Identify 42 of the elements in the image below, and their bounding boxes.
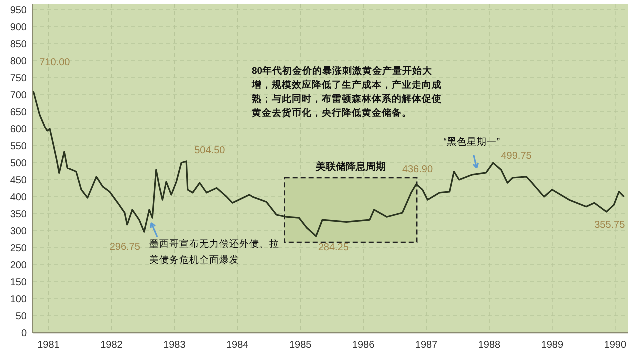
- line-series: [32, 90, 625, 238]
- x-tick-label: 1987: [415, 340, 438, 351]
- annotation: 499.75: [501, 151, 532, 162]
- annotation: 墨西哥宣布无力偿还外债、拉美债务危机全面爆发: [149, 238, 280, 266]
- x-tick-label: 1982: [100, 340, 124, 351]
- y-tick-label: 950: [10, 6, 28, 16]
- x-tick-label: 1989: [541, 340, 564, 351]
- annotation: 710.00: [40, 58, 71, 69]
- y-tick-label: 900: [10, 22, 28, 34]
- annotation: “黑色星期一”: [444, 136, 500, 148]
- y-tick-label: 700: [10, 90, 28, 102]
- y-tick-label: 350: [10, 210, 28, 220]
- y-tick-label: 50: [16, 312, 28, 322]
- annotation: 436.90: [402, 164, 434, 176]
- band-label: 美联储降息周期: [314, 160, 386, 173]
- annotation: 80年代初金价的暴涨刺激黄金产量开始大增，规模效应降低了生产成本，产业走向成熟；与此同时，布雷顿森林体系的解体促使黄金去货币化，央行降低黄金储备。: [251, 65, 442, 119]
- x-tick-label: 1981: [38, 340, 60, 351]
- y-tick-label: 750: [10, 74, 28, 84]
- x-tick-label: 1985: [289, 340, 312, 351]
- y-tick-label: 600: [10, 124, 28, 136]
- annotation: 504.50: [194, 145, 226, 156]
- x-tick-label: 1984: [226, 340, 250, 351]
- y-tick-label: 650: [10, 108, 28, 118]
- annotation: 355.75: [594, 220, 626, 232]
- annotation: 284.25: [318, 242, 350, 254]
- x-tick-label: 1990: [604, 340, 627, 351]
- x-tick-label: 1986: [352, 340, 376, 351]
- y-tick-label: 400: [10, 192, 28, 204]
- x-tick-label: 1983: [164, 340, 186, 351]
- y-tick-label: 0: [21, 328, 28, 340]
- x-tick-label: 1988: [478, 340, 502, 351]
- y-tick-label: 850: [10, 40, 28, 50]
- annotation: 296.75: [110, 242, 141, 254]
- y-tick-label: 450: [10, 176, 28, 186]
- y-tick-label: 250: [10, 244, 28, 254]
- y-tick-label: 550: [10, 142, 28, 152]
- y-tick-label: 200: [10, 260, 28, 272]
- y-tick-label: 300: [10, 226, 28, 238]
- y-tick-label: 500: [10, 158, 28, 170]
- y-tick-label: 100: [10, 294, 28, 306]
- y-tick-label: 150: [10, 278, 28, 288]
- y-tick-label: 800: [10, 56, 28, 68]
